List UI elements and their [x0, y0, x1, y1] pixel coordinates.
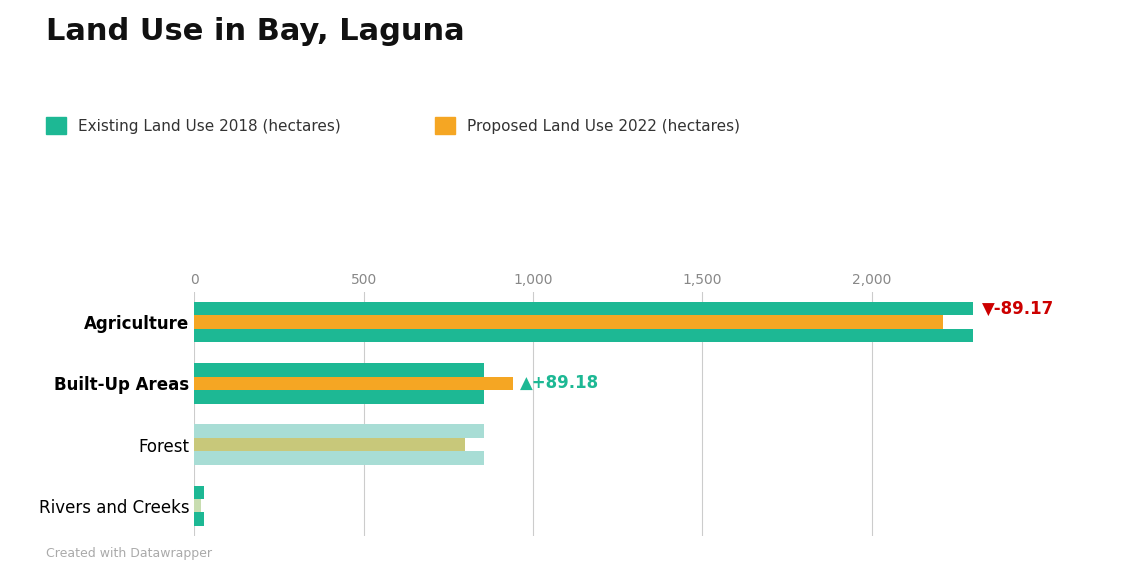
Bar [194, 315, 943, 329]
Bar [194, 363, 484, 377]
Text: Created with Datawrapper: Created with Datawrapper [46, 547, 212, 560]
Bar [194, 377, 513, 390]
Text: Existing Land Use 2018 (hectares): Existing Land Use 2018 (hectares) [78, 119, 341, 134]
Bar [194, 424, 484, 438]
Text: Land Use in Bay, Laguna: Land Use in Bay, Laguna [46, 17, 464, 47]
Bar [194, 486, 204, 499]
Text: ▼-89.17: ▼-89.17 [982, 300, 1054, 318]
Text: Proposed Land Use 2022 (hectares): Proposed Land Use 2022 (hectares) [467, 119, 740, 134]
Bar [194, 302, 974, 315]
Bar [194, 512, 204, 526]
Bar [194, 451, 484, 465]
Bar [194, 499, 200, 512]
Bar [194, 390, 484, 403]
Bar [194, 438, 466, 451]
Bar [194, 329, 974, 342]
Text: ▲+89.18: ▲+89.18 [519, 374, 598, 392]
